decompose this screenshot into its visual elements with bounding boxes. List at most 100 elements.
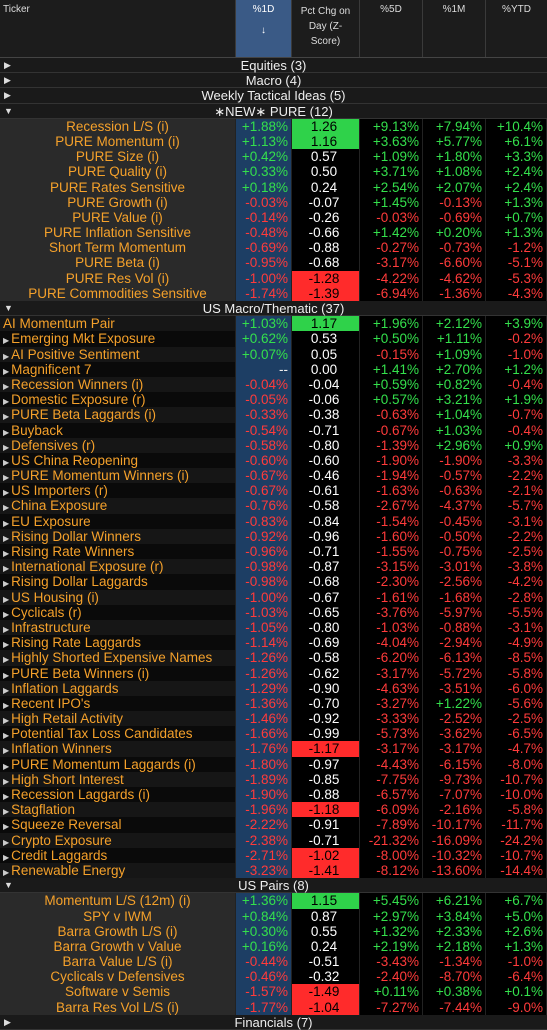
expand-right-icon[interactable]: ▶ (3, 867, 10, 877)
row-name[interactable]: ▶ US China Reopening (0, 452, 236, 469)
table-row[interactable]: ▶ Rising Dollar Laggards -0.98% -0.68 -2.30%… (0, 574, 547, 590)
expand-right-icon[interactable]: ▶ (3, 457, 10, 467)
table-row[interactable]: ▶ Rising Rate Laggards -1.14% -0.69 -4.04% -2… (0, 635, 547, 651)
table-row[interactable]: PURE Quality (i) +0.33% 0.50 +3.71% +1.08% +2… (0, 164, 547, 180)
row-name[interactable]: PURE Commodities Sensitive (0, 285, 236, 301)
table-row[interactable]: Software v Semis -1.57% -1.49 +0.11% +0.38% +… (0, 984, 547, 1000)
expand-right-icon[interactable]: ▶ (3, 685, 10, 695)
expand-right-icon[interactable]: ▶ (3, 412, 10, 422)
table-row[interactable]: PURE Momentum (i) +1.13% 1.16 +3.63% +5.77% +… (0, 133, 547, 150)
row-name[interactable]: ▶ Domestic Exposure (r) (0, 392, 236, 408)
row-name[interactable]: ▶ Recession Laggards (i) (0, 787, 236, 803)
table-row[interactable]: Barra Value L/S (i) -0.44% -0.51 -3.43% -1.3… (0, 954, 547, 970)
table-row[interactable]: ▶ Domestic Exposure (r) -0.05% -0.06 +0.57% +… (0, 392, 547, 408)
row-name[interactable]: ▶ AI Positive Sentiment (0, 346, 236, 362)
row-name[interactable]: ▶ Inflation Winners (0, 741, 236, 757)
expand-right-icon[interactable]: ▶ (3, 579, 10, 589)
table-row[interactable]: PURE Beta (i) -0.95% -0.68 -3.17% -6.60% -5.1… (0, 255, 547, 271)
expand-right-icon[interactable]: ▶ (3, 473, 10, 483)
table-row[interactable]: ▶ Recession Laggards (i) -1.90% -0.88 -6.57%… (0, 787, 547, 803)
row-name[interactable]: Momentum L/S (12m) (i) (0, 893, 236, 909)
table-row[interactable]: ▶ PURE Beta Winners (i) -1.26% -0.62 -3.17% -… (0, 665, 547, 681)
row-name[interactable]: ▶ Rising Rate Winners (0, 544, 236, 560)
row-name[interactable]: PURE Value (i) (0, 209, 236, 226)
row-name[interactable]: ▶ US Importers (r) (0, 483, 236, 499)
table-row[interactable]: PURE Value (i) -0.14% -0.26 -0.03% -0.69% +0.… (0, 209, 547, 226)
expand-right-icon[interactable]: ▶ (3, 381, 10, 391)
expand-right-icon[interactable]: ▶ (3, 397, 10, 407)
row-name[interactable]: ▶ Defensives (r) (0, 437, 236, 453)
table-row[interactable]: ▶ Rising Dollar Winners -0.92% -0.96 -1.60% -… (0, 528, 547, 544)
header-zscore[interactable]: Pct Chg on Day (Z- Score) (292, 0, 360, 57)
expand-right-icon[interactable]: ▶ (3, 564, 10, 574)
table-row[interactable]: Short Term Momentum -0.69% -0.88 -0.27% -0.7… (0, 240, 547, 256)
expand-right-icon[interactable]: ▶ (3, 852, 10, 862)
row-name[interactable]: PURE Size (i) (0, 149, 236, 165)
row-name[interactable]: Cyclicals v Defensives (0, 969, 236, 985)
expand-right-icon[interactable]: ▶ (3, 655, 10, 665)
expand-right-icon[interactable]: ▶ (3, 716, 10, 726)
table-row[interactable]: ▶ Buyback -0.54% -0.71 -0.67% +1.03% -0.4% (0, 422, 547, 438)
group-macro[interactable]: ▶ Macro (4) (0, 73, 547, 89)
row-name[interactable]: ▶ China Exposure (0, 498, 236, 514)
row-name[interactable]: PURE Quality (i) (0, 164, 236, 180)
row-name[interactable]: ▶ Potential Tax Loss Candidates (0, 726, 236, 742)
row-name[interactable]: ▶ Recent IPO's (0, 695, 236, 712)
table-row[interactable]: ▶ Recession Winners (i) -0.04% -0.04 +0.59% +… (0, 376, 547, 393)
row-name[interactable]: ▶ Credit Laggards (0, 847, 236, 863)
table-row[interactable]: ▶ Inflation Winners -1.76% -1.17 -3.17% -3.17… (0, 741, 547, 757)
row-name[interactable]: Software v Semis (0, 984, 236, 1000)
expand-right-icon[interactable]: ▶ (3, 837, 10, 847)
row-name[interactable]: ▶ Rising Rate Laggards (0, 635, 236, 651)
expand-right-icon[interactable]: ▶ (3, 761, 10, 771)
header-ticker[interactable]: Ticker (0, 0, 236, 57)
table-row[interactable]: Barra Res Vol L/S (i) -1.77% -1.04 -7.27% -7… (0, 999, 547, 1015)
table-row[interactable]: ▶ High Retail Activity -1.46% -0.92 -3.33% -2… (0, 711, 547, 727)
row-name[interactable]: ▶ Rising Dollar Laggards (0, 574, 236, 590)
table-row[interactable]: ▶ Magnificent 7 -- 0.00 +1.41% +2.70% +1.2% (0, 361, 547, 377)
table-row[interactable]: ▶ Rising Rate Winners -0.96% -0.71 -1.55% -0.… (0, 544, 547, 560)
expand-right-icon[interactable]: ▶ (3, 776, 10, 786)
row-name[interactable]: ▶ Cyclicals (r) (0, 604, 236, 620)
table-row[interactable]: ▶ EU Exposure -0.83% -0.84 -1.54% -0.45% -3.1% (0, 513, 547, 529)
expand-right-icon[interactable]: ▶ (3, 366, 10, 376)
table-row[interactable]: ▶ International Exposure (r) -0.98% -0.87 -3… (0, 559, 547, 575)
group-financials[interactable]: ▶ Financials (7) (0, 1014, 547, 1030)
row-name[interactable]: Barra Growth v Value (0, 938, 236, 955)
table-row[interactable]: ▶ Squeeze Reversal -2.22% -0.91 -7.89% -10.17… (0, 817, 547, 833)
table-row[interactable]: ▶ China Exposure -0.76% -0.58 -2.67% -4.37% -5… (0, 498, 547, 514)
row-name[interactable]: ▶ Magnificent 7 (0, 361, 236, 377)
row-name[interactable]: ▶ Inflation Laggards (0, 680, 236, 696)
expand-right-icon[interactable]: ▶ (3, 609, 10, 619)
table-row[interactable]: ▶ PURE Beta Laggards (i) -0.33% -0.38 -0.63%… (0, 407, 547, 423)
expand-right-icon[interactable]: ▶ (3, 746, 10, 756)
expand-right-icon[interactable]: ▶ (3, 503, 10, 513)
row-name[interactable]: ▶ Recession Winners (i) (0, 376, 236, 393)
expand-right-icon[interactable]: ▶ (3, 822, 10, 832)
row-name[interactable]: ▶ PURE Momentum Laggards (i) (0, 756, 236, 772)
group-weekly-tactical[interactable]: ▶ Weekly Tactical Ideas (5) (0, 88, 547, 104)
table-row[interactable]: ▶ Stagflation -1.96% -1.18 -6.09% -2.16% -5.8% (0, 802, 547, 818)
row-name[interactable]: ▶ Buyback (0, 422, 236, 438)
row-name[interactable]: PURE Beta (i) (0, 255, 236, 271)
table-row[interactable]: PURE Res Vol (i) -1.00% -1.28 -4.22% -4.62% -… (0, 270, 547, 286)
row-name[interactable]: SPY v IWM (0, 908, 236, 924)
row-name[interactable]: ▶ International Exposure (r) (0, 559, 236, 575)
expand-right-icon[interactable]: ▶ (3, 792, 10, 801)
table-row[interactable]: ▶ AI Positive Sentiment +0.07% 0.05 -0.15% +1… (0, 346, 547, 362)
row-name[interactable]: ▶ High Short Interest (0, 771, 236, 787)
table-row[interactable]: SPY v IWM +0.84% 0.87 +2.97% +3.84% +5.0% (0, 908, 547, 924)
row-name[interactable]: ▶ EU Exposure (0, 513, 236, 529)
table-row[interactable]: Recession L/S (i) +1.88% 1.26 +9.13% +7.94% +… (0, 118, 547, 134)
row-name[interactable]: ▶ PURE Beta Laggards (i) (0, 407, 236, 423)
expand-right-icon[interactable]: ▶ (3, 807, 10, 817)
row-name[interactable]: PURE Momentum (i) (0, 133, 236, 150)
table-row[interactable]: PURE Size (i) +0.42% 0.57 +1.09% +1.80% +3.3% (0, 149, 547, 165)
table-row[interactable]: ▶ Crypto Exposure -2.38% -0.71 -21.32% -16.09… (0, 832, 547, 848)
table-row[interactable]: ▶ Recent IPO's -1.36% -0.70 -3.27% +1.22% -5.6… (0, 695, 547, 712)
expand-right-icon[interactable]: ▶ (3, 336, 10, 346)
table-row[interactable]: ▶ PURE Momentum Laggards (i) -1.80% -0.97 -4… (0, 756, 547, 772)
row-name[interactable]: Recession L/S (i) (0, 118, 236, 134)
table-row[interactable]: PURE Growth (i) -0.03% -0.07 +1.45% -0.13% +1… (0, 194, 547, 210)
expand-right-icon[interactable]: ▶ (3, 594, 10, 604)
